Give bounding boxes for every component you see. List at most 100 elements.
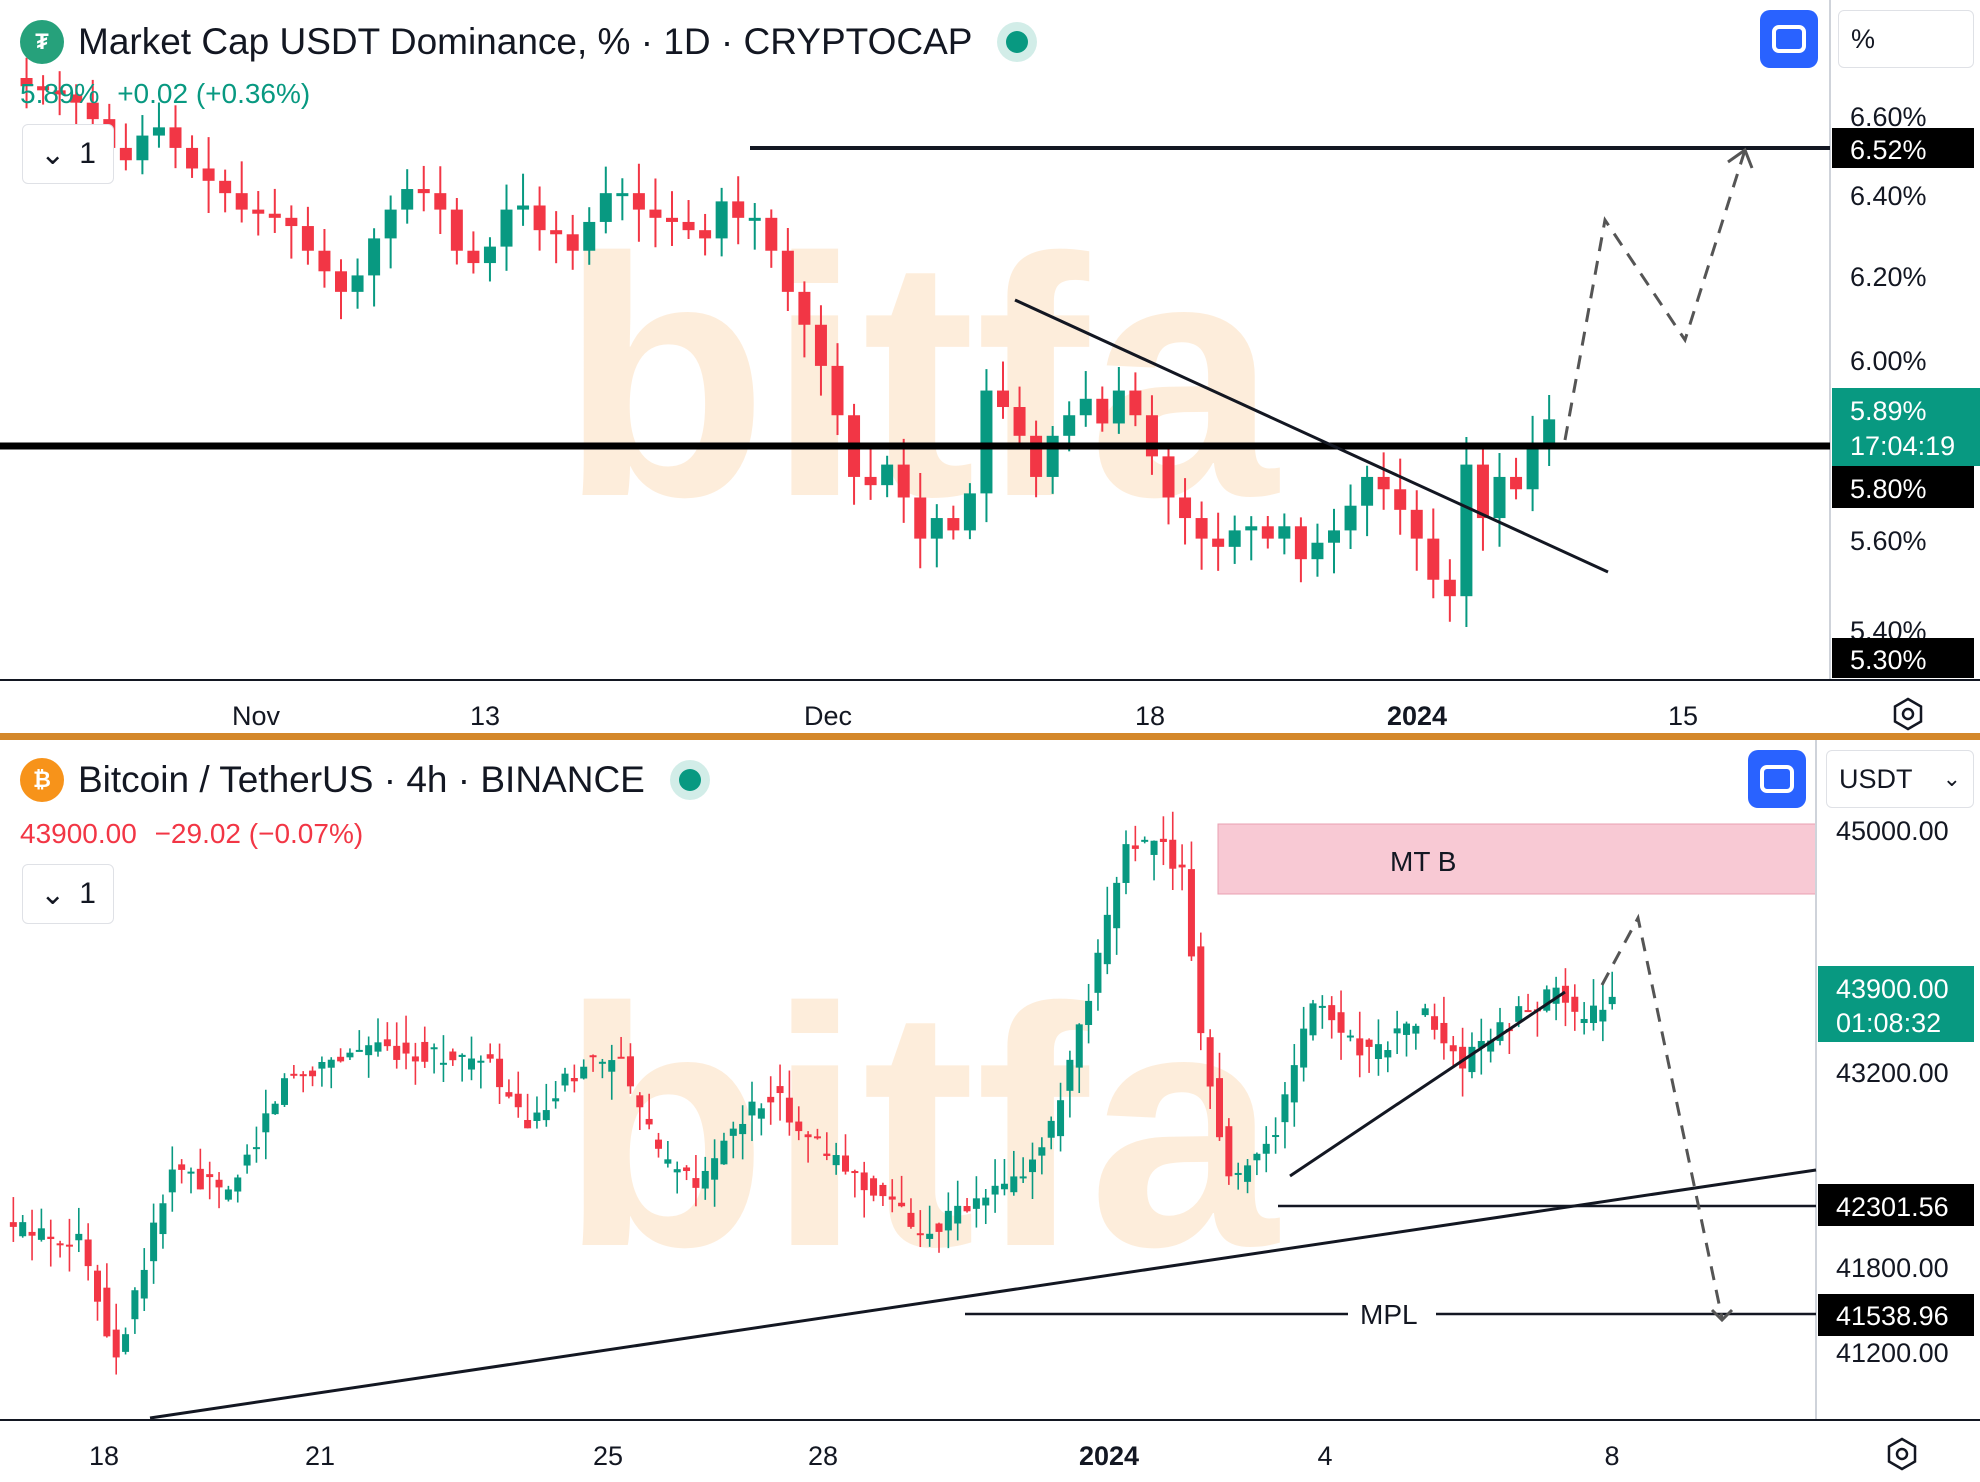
candle-body: [401, 189, 414, 210]
candle-body: [9, 1222, 17, 1227]
candle-body: [1244, 1165, 1252, 1182]
candle-body: [337, 1056, 345, 1062]
dominance-chart[interactable]: bitfa 6.60% 6.40% 6.20% 6.00% 5.60% 5.40…: [0, 0, 1980, 735]
candle-body: [851, 1171, 859, 1174]
currency-selector[interactable]: USDT ⌄: [1826, 750, 1974, 808]
candle-body: [1427, 538, 1440, 580]
symbol-header[interactable]: ₮ Market Cap USDT Dominance, % · 1D · CR…: [20, 20, 1029, 64]
candle-body: [930, 518, 943, 539]
candle-body: [56, 1243, 64, 1246]
candle-body: [28, 1231, 36, 1236]
candle-body: [374, 1042, 382, 1052]
candle-body: [1179, 497, 1192, 519]
candle-body: [1384, 1050, 1392, 1058]
candle-body: [1195, 518, 1208, 539]
candle-body: [947, 518, 960, 531]
fullscreen-icon: [1772, 25, 1806, 53]
tick-label: Nov: [232, 701, 281, 731]
candle-body: [954, 1205, 962, 1224]
candle-body: [1234, 1172, 1242, 1175]
fullscreen-button[interactable]: [1748, 750, 1806, 808]
candle-body: [963, 493, 976, 531]
candle-body: [879, 1184, 887, 1197]
interval-collapse-button[interactable]: ⌄ 1: [22, 124, 114, 184]
candle-body: [1030, 435, 1043, 477]
tick-label: 6.40%: [1850, 181, 1927, 211]
candle-body: [570, 1078, 578, 1082]
chevron-down-icon: ⌄: [1942, 766, 1961, 791]
candle-body: [505, 1092, 513, 1097]
mt-b-zone[interactable]: [1217, 823, 1817, 895]
candle-body: [916, 1233, 924, 1236]
fullscreen-button[interactable]: [1760, 10, 1818, 68]
interval-collapse-button[interactable]: ⌄ 1: [22, 864, 114, 924]
candle-body: [1449, 1045, 1457, 1052]
candle-body: [206, 1174, 214, 1178]
candle-body: [421, 1041, 429, 1062]
candle-body: [299, 1074, 307, 1077]
candle-body: [666, 217, 678, 222]
candle-body: [897, 464, 910, 498]
level-tag-5-30: 5.30%: [1832, 638, 1974, 678]
candle-body: [636, 1095, 644, 1108]
projection-path: [1600, 913, 1724, 1319]
tick-label: 4: [1317, 1441, 1332, 1471]
descending-trendline[interactable]: [1014, 298, 1609, 574]
tick-label: Dec: [804, 701, 852, 731]
tick-label: 2024: [1079, 1441, 1139, 1471]
candle-body: [477, 1060, 485, 1063]
tick-label: 6.60%: [1850, 102, 1927, 132]
symbol-header[interactable]: ₿ Bitcoin / TetherUS · 4h · BINANCE: [20, 758, 701, 802]
tick-label: 6.20%: [1850, 262, 1927, 292]
quote-change: +0.02 (+0.36%): [117, 78, 311, 109]
candle-body: [1393, 1028, 1401, 1034]
candle-body: [757, 1108, 765, 1119]
candle-body: [1262, 1143, 1270, 1154]
unit-selector[interactable]: %: [1838, 10, 1974, 68]
symbol-title: Bitcoin / TetherUS · 4h · BINANCE: [78, 759, 645, 800]
candle-body: [1318, 1005, 1326, 1008]
candle-body: [1150, 840, 1158, 855]
candle-body: [1281, 1094, 1289, 1123]
candle-body: [84, 1239, 92, 1267]
candle-body: [384, 209, 397, 239]
quote-price: 5.89%: [20, 78, 100, 109]
candle-body: [1113, 882, 1121, 929]
candle-body: [439, 1062, 447, 1065]
candle-body: [517, 205, 530, 210]
countdown-text: 01:08:32: [1836, 1008, 1941, 1038]
candle-body: [1431, 1016, 1439, 1030]
candle-body: [781, 250, 794, 292]
currency-label: USDT: [1839, 763, 1913, 794]
candle-body: [813, 1136, 821, 1139]
countdown-text: 17:04:19: [1850, 431, 1955, 461]
interval-count: 1: [79, 137, 96, 170]
candle-body: [888, 1196, 896, 1200]
candle-body: [75, 1233, 83, 1241]
panel-divider[interactable]: [0, 733, 1980, 740]
candle-body: [617, 1056, 625, 1059]
candle-body: [1047, 1120, 1055, 1138]
candle-body: [1493, 476, 1506, 519]
candle-body: [1477, 1041, 1485, 1048]
symbol-title: Market Cap USDT Dominance, % · 1D · CRYP…: [78, 21, 973, 62]
tick-label: 41800.00: [1836, 1253, 1949, 1283]
candle-body: [533, 1112, 541, 1121]
btc-chart[interactable]: bitfa MT B MPL 45000.00 43200.00 41800.0…: [0, 740, 1980, 1482]
candle-body: [252, 209, 265, 214]
candle-body: [1046, 435, 1059, 477]
level-tag-5-80: 5.80%: [1832, 466, 1974, 508]
candle-body: [1344, 505, 1357, 531]
short-trendline[interactable]: [1289, 990, 1566, 1178]
candle-body: [383, 1039, 391, 1047]
candle-body: [450, 209, 463, 251]
candle-body: [122, 1334, 130, 1352]
candle-body: [215, 1179, 223, 1188]
candle-body: [580, 1066, 588, 1079]
settings-gear-icon[interactable]: [1882, 1434, 1922, 1474]
candle-body: [655, 1139, 662, 1149]
settings-gear-icon[interactable]: [1888, 694, 1928, 734]
ascending-support-line[interactable]: [149, 1168, 1817, 1420]
candle-body: [1216, 1078, 1223, 1138]
candle-body: [1013, 407, 1026, 436]
